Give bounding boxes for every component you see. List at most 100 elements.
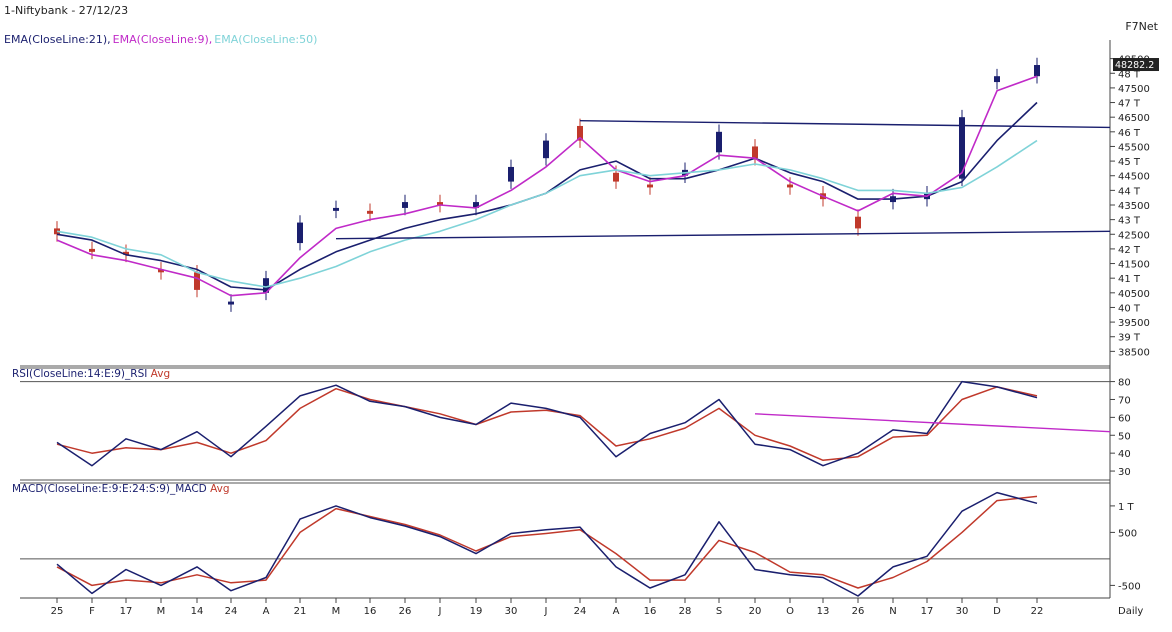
last-value-box <box>1113 58 1159 72</box>
candle <box>787 177 793 195</box>
rsi-series-line <box>56 386 1038 462</box>
candle <box>402 194 408 216</box>
candle-body <box>473 202 479 208</box>
ema-line <box>56 139 1038 288</box>
candle-body <box>613 172 619 182</box>
rsi-tick-label: 80 <box>1118 378 1131 389</box>
price-tick-label: 42500 <box>1118 230 1150 241</box>
time-tick-label: 30 <box>505 606 518 617</box>
resistance-trendline <box>579 119 1111 129</box>
candle-body <box>89 248 95 252</box>
candle-body <box>508 166 514 182</box>
time-tick-label: 28 <box>679 606 692 617</box>
chart-title: 1-Niftybank - 27/12/23 <box>4 4 129 17</box>
price-tick-label: 44500 <box>1118 172 1150 183</box>
candle-body <box>716 131 722 153</box>
price-tick-label: 45500 <box>1118 142 1150 153</box>
time-tick-label: 16 <box>644 606 657 617</box>
brand-label: F7Net <box>1125 20 1158 33</box>
candle <box>333 200 339 219</box>
candle-body <box>158 269 164 273</box>
time-tick-label: J <box>544 606 548 617</box>
time-tick-label: O <box>786 606 794 617</box>
candle <box>194 265 200 298</box>
candle-body <box>577 125 583 141</box>
candle <box>367 203 373 222</box>
price-tick-label: 46 T <box>1118 128 1141 139</box>
macd-title: MACD(CloseLine:E:9:E:24:S:9)_MACD Avg <box>12 483 230 495</box>
rsi-trend-line <box>754 413 1111 433</box>
candle-body <box>402 202 408 208</box>
time-tick-label: 25 <box>51 606 64 617</box>
time-tick-label: F <box>89 606 95 617</box>
price-tick-label: 39 T <box>1118 333 1141 344</box>
price-tick-label: 43 T <box>1118 216 1141 227</box>
rsi-panel: RSI(CloseLine:14:E:9)_RSI Avg <box>12 368 1111 467</box>
rsi-tick-label: 50 <box>1118 431 1131 442</box>
time-tick-label: 24 <box>574 606 587 617</box>
rsi-legend-part: RSI(CloseLine:14:E:9)_RSI <box>12 368 147 380</box>
time-tick-label: 26 <box>399 606 412 617</box>
ema-legend: EMA(CloseLine:21), EMA(CloseLine:9), EMA(C… <box>4 33 319 46</box>
candle <box>263 270 269 301</box>
candle-body <box>123 251 129 255</box>
time-tick-label: A <box>263 606 270 617</box>
candle <box>855 209 861 236</box>
candle-body <box>367 210 373 214</box>
price-tick-label: 38500 <box>1118 347 1150 358</box>
price-tick-label: 46500 <box>1118 113 1150 124</box>
candle-body <box>959 117 965 179</box>
candle-body <box>297 222 303 244</box>
ema-legend-item: EMA(CloseLine:9), <box>112 33 213 46</box>
candle <box>647 177 653 195</box>
candle-body <box>787 184 793 188</box>
rsi-tick-label: 70 <box>1118 395 1131 406</box>
macd-series-line <box>56 491 1038 597</box>
time-tick-label: 16 <box>364 606 377 617</box>
rsi-title: RSI(CloseLine:14:E:9)_RSI Avg <box>12 368 170 380</box>
candle-body <box>994 76 1000 83</box>
candle <box>994 68 1000 90</box>
time-tick-label: 17 <box>921 606 934 617</box>
rsi-legend-part: Avg <box>147 368 170 380</box>
time-tick-label: S <box>716 606 722 617</box>
price-tick-label: 43500 <box>1118 201 1150 212</box>
time-tick-label: M <box>332 606 341 617</box>
time-tick-label: M <box>157 606 166 617</box>
rsi-tick-label: 40 <box>1118 449 1131 460</box>
ema-legend-item: EMA(CloseLine:50) <box>214 33 318 46</box>
price-panel <box>54 57 1111 312</box>
time-tick-label: 20 <box>749 606 762 617</box>
time-tick-label: 13 <box>817 606 830 617</box>
macd-tick-label: 1 T <box>1118 502 1135 513</box>
support-trendline <box>335 230 1111 240</box>
time-tick-label: 24 <box>225 606 238 617</box>
price-tick-label: 41 T <box>1118 274 1141 285</box>
time-tick-label: 22 <box>1031 606 1044 617</box>
candle <box>89 241 95 260</box>
candle <box>543 133 549 166</box>
period-label: Daily <box>1118 606 1143 617</box>
candle-body <box>194 272 200 290</box>
ema-line <box>56 101 1038 291</box>
candle <box>508 159 514 189</box>
price-tick-label: 42 T <box>1118 245 1141 256</box>
price-tick-label: 48 T <box>1118 69 1141 80</box>
candle <box>473 194 479 216</box>
candle-body <box>855 216 861 229</box>
candle-body <box>647 184 653 188</box>
candle-body <box>263 278 269 293</box>
candle-body <box>437 202 443 205</box>
macd-panel: MACD(CloseLine:E:9:E:24:S:9)_MACD Avg <box>12 483 1110 597</box>
candle <box>577 118 583 148</box>
price-tick-label: 45 T <box>1118 157 1141 168</box>
candle <box>716 124 722 160</box>
time-tick-label: D <box>993 606 1001 617</box>
ema-line <box>56 75 1038 297</box>
candle <box>297 215 303 251</box>
price-tick-label: 40500 <box>1118 289 1150 300</box>
price-tick-label: 40 T <box>1118 303 1141 314</box>
rsi-tick-label: 30 <box>1118 467 1131 478</box>
